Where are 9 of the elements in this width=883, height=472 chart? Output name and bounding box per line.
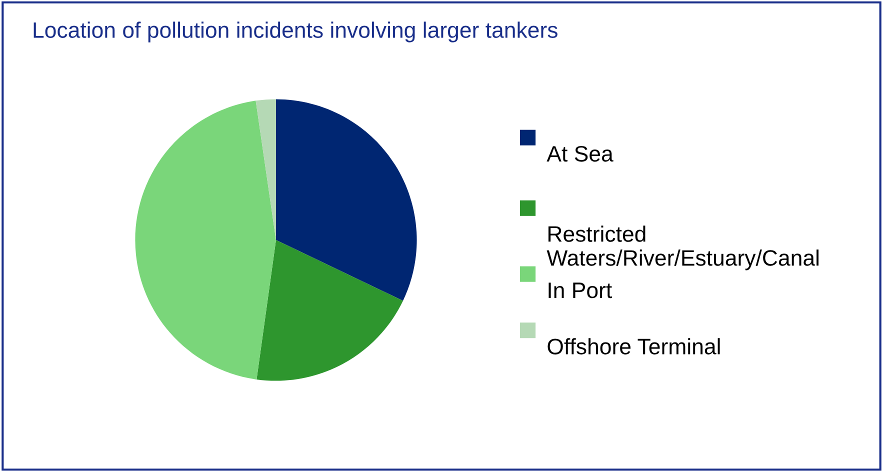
pie-slice: [256, 240, 404, 381]
pie-slice: [135, 100, 276, 380]
legend-label: Restricted Waters/River/Estuary/Canal: [546, 226, 818, 270]
legend-label: Offshore Terminal: [548, 338, 720, 354]
pie-slice: [276, 99, 417, 301]
legend-label: At Sea: [546, 146, 614, 162]
chart-title: Location of pollution incidents involving larger tankers: [34, 22, 558, 42]
legend-label: In Port: [548, 282, 612, 298]
pie-slice: [256, 99, 276, 240]
